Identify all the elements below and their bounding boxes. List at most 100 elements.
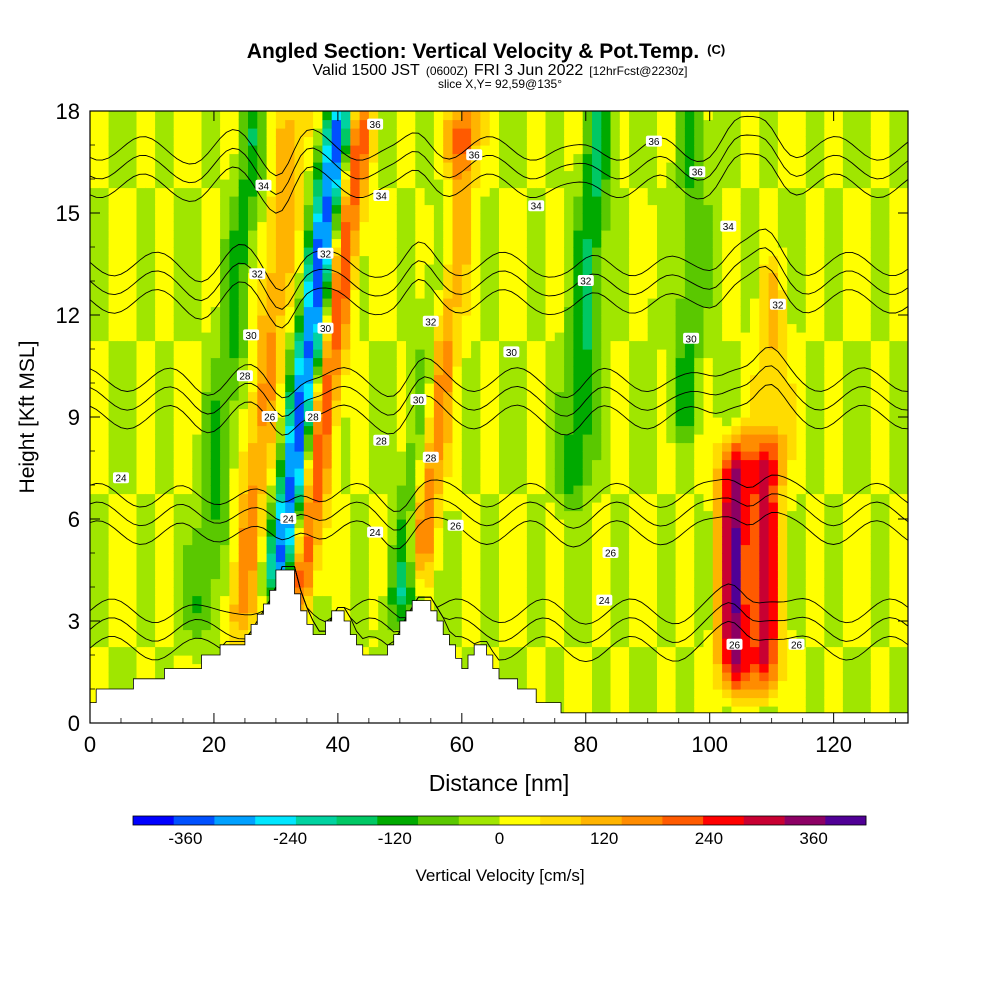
heatmap-cell bbox=[378, 306, 389, 316]
heatmap-cell bbox=[517, 459, 528, 469]
heatmap-cell bbox=[331, 247, 342, 257]
heatmap-cell bbox=[99, 145, 110, 155]
heatmap-cell bbox=[619, 519, 630, 529]
heatmap-cell bbox=[536, 119, 547, 129]
heatmap-cell bbox=[90, 187, 100, 197]
heatmap-cell bbox=[173, 213, 184, 223]
heatmap-cell bbox=[452, 323, 463, 333]
heatmap-cell bbox=[499, 281, 509, 291]
heatmap-cell bbox=[99, 663, 110, 673]
heatmap-cell bbox=[592, 315, 602, 325]
heatmap-cell bbox=[415, 502, 426, 512]
heatmap-cell bbox=[517, 238, 528, 248]
heatmap-cell bbox=[303, 366, 314, 376]
heatmap-cell bbox=[313, 162, 323, 172]
heatmap-cell bbox=[127, 434, 138, 444]
heatmap-cell bbox=[322, 391, 333, 401]
heatmap-cell bbox=[499, 128, 509, 138]
heatmap-cell bbox=[601, 561, 612, 571]
heatmap-cell bbox=[117, 374, 128, 384]
heatmap-cell bbox=[359, 621, 370, 631]
heatmap-cell bbox=[424, 527, 435, 537]
heatmap-cell bbox=[629, 204, 639, 214]
heatmap-cell bbox=[387, 162, 398, 172]
heatmap-cell bbox=[275, 306, 286, 316]
heatmap-cell bbox=[554, 306, 565, 316]
heatmap-cell bbox=[99, 179, 110, 189]
heatmap-cell bbox=[322, 357, 333, 367]
heatmap-cell bbox=[722, 587, 732, 597]
heatmap-cell bbox=[192, 612, 203, 622]
heatmap-cell bbox=[499, 485, 509, 495]
heatmap-cell bbox=[471, 323, 481, 333]
heatmap-cell bbox=[433, 162, 444, 172]
heatmap-cell bbox=[294, 493, 305, 503]
heatmap-cell bbox=[136, 136, 147, 146]
heatmap-cell bbox=[722, 442, 732, 452]
heatmap-cell bbox=[666, 502, 677, 512]
heatmap-cell bbox=[192, 366, 203, 376]
heatmap-cell bbox=[127, 425, 138, 435]
heatmap-cell bbox=[387, 374, 398, 384]
heatmap-cell bbox=[489, 502, 500, 512]
heatmap-cell bbox=[480, 417, 491, 427]
heatmap-cell bbox=[675, 612, 686, 622]
heatmap-cell bbox=[396, 204, 407, 214]
heatmap-cell bbox=[145, 315, 156, 325]
heatmap-cell bbox=[164, 238, 175, 248]
heatmap-cell bbox=[387, 553, 398, 563]
heatmap-cell bbox=[443, 298, 454, 308]
heatmap-cell bbox=[387, 221, 398, 231]
heatmap-cell bbox=[517, 332, 528, 342]
heatmap-cell bbox=[90, 400, 100, 410]
heatmap-cell bbox=[173, 306, 184, 316]
heatmap-cell bbox=[350, 434, 361, 444]
heatmap-cell bbox=[694, 485, 705, 495]
heatmap-cell bbox=[554, 485, 565, 495]
heatmap-cell bbox=[573, 672, 584, 682]
heatmap-cell bbox=[90, 425, 100, 435]
heatmap-cell bbox=[294, 366, 305, 376]
heatmap-cell bbox=[210, 306, 221, 316]
heatmap-cell bbox=[164, 230, 175, 240]
heatmap-cell bbox=[90, 476, 100, 486]
heatmap-cell bbox=[359, 587, 370, 597]
heatmap-cell bbox=[275, 425, 286, 435]
heatmap-cell bbox=[592, 400, 602, 410]
heatmap-cell bbox=[127, 221, 138, 231]
heatmap-cell bbox=[322, 298, 333, 308]
heatmap-cell bbox=[694, 230, 705, 240]
heatmap-cell bbox=[433, 527, 444, 537]
heatmap-cell bbox=[499, 400, 509, 410]
heatmap-cell bbox=[471, 476, 481, 486]
heatmap-cell bbox=[722, 204, 732, 214]
heatmap-cell bbox=[183, 128, 193, 138]
heatmap-cell bbox=[117, 179, 128, 189]
heatmap-cell bbox=[201, 170, 212, 180]
heatmap-cell bbox=[117, 680, 128, 690]
heatmap-cell bbox=[657, 340, 667, 350]
heatmap-cell bbox=[619, 315, 630, 325]
heatmap-cell bbox=[499, 502, 509, 512]
heatmap-cell bbox=[341, 145, 351, 155]
heatmap-cell bbox=[406, 315, 416, 325]
heatmap-cell bbox=[443, 578, 454, 588]
heatmap-cell bbox=[210, 315, 221, 325]
heatmap-cell bbox=[396, 536, 407, 546]
heatmap-cell bbox=[387, 476, 398, 486]
heatmap-cell bbox=[220, 111, 230, 121]
heatmap-cell bbox=[610, 145, 621, 155]
heatmap-cell bbox=[601, 638, 612, 648]
heatmap-cell bbox=[712, 238, 723, 248]
heatmap-cell bbox=[313, 544, 323, 554]
heatmap-cell bbox=[210, 493, 221, 503]
heatmap-cell bbox=[629, 646, 639, 656]
heatmap-cell bbox=[545, 476, 556, 486]
heatmap-cell bbox=[145, 646, 156, 656]
heatmap-cell bbox=[248, 221, 258, 231]
heatmap-cell bbox=[433, 570, 444, 580]
heatmap-cell bbox=[99, 221, 110, 231]
heatmap-cell bbox=[164, 561, 175, 571]
heatmap-cell bbox=[638, 434, 649, 444]
heatmap-cell bbox=[229, 281, 240, 291]
